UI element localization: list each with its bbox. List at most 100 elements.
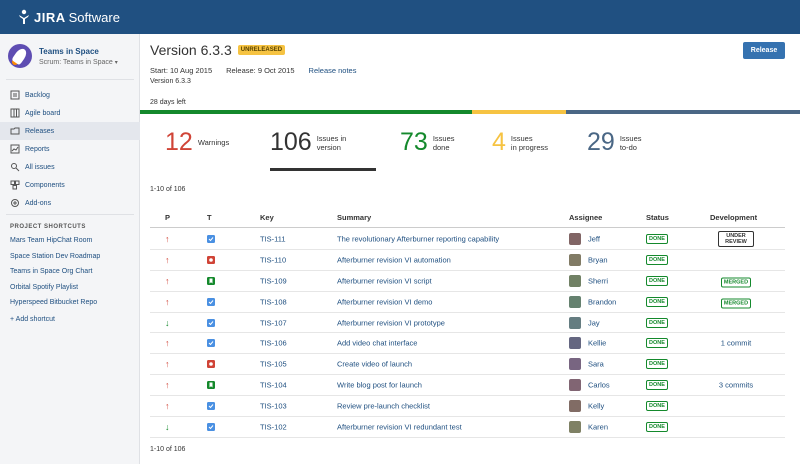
column-header-development[interactable]: Development (710, 213, 758, 222)
commit-count-link[interactable]: 3 commits (718, 380, 754, 390)
stat-warnings[interactable]: 12 Warnings (165, 128, 229, 157)
shortcut-link[interactable]: Mars Team HipChat Room (10, 237, 93, 244)
issue-key-link[interactable]: TIS-104 (260, 380, 287, 390)
status-badge: DONE (646, 275, 668, 286)
table-row[interactable]: ↓ TIS-107 Afterburner revision VI prototyp… (150, 313, 785, 334)
release-notes-link[interactable]: Release notes (308, 66, 357, 75)
stat-issues-todo[interactable]: 29 Issues to-do (587, 128, 642, 157)
sidebar-item-label: Backlog (25, 91, 50, 99)
project-avatar (8, 44, 32, 68)
issue-summary-link[interactable]: Create video of launch (337, 359, 413, 369)
shortcut-link[interactable]: Hyperspeed Bitbucket Repo (10, 299, 98, 306)
assignee-name[interactable]: Jay (588, 318, 600, 327)
development-cell[interactable]: MERGED (717, 297, 755, 309)
table-row[interactable]: ↑ TIS-108 Afterburner revision VI demo Bran… (150, 292, 785, 313)
release-button[interactable]: Release (743, 42, 785, 59)
table-row[interactable]: ↑ TIS-105 Create video of launch Sara DONE (150, 354, 785, 376)
sidebar-item-all-issues[interactable]: All issues (0, 158, 140, 176)
project-shortcuts: PROJECT SHORTCUTS Mars Team HipChat Room… (10, 224, 135, 323)
selected-stat-indicator (270, 168, 376, 171)
assignee-name[interactable]: Sherri (588, 276, 609, 286)
column-header-status[interactable]: Status (646, 213, 669, 222)
issue-key-link[interactable]: TIS-103 (260, 401, 287, 411)
issue-key-link[interactable]: TIS-111 (260, 234, 286, 244)
priority-up-icon: ↑ (165, 275, 170, 286)
shortcut-link[interactable]: Orbital Spotify Playlist (10, 283, 79, 291)
column-header-summary[interactable]: Summary (337, 213, 372, 222)
assignee-name[interactable]: Jeff (588, 234, 600, 244)
issue-key-link[interactable]: TIS-102 (260, 422, 287, 432)
progress-done-segment (140, 110, 472, 114)
issue-key-link[interactable]: TIS-106 (260, 338, 287, 348)
issue-key-link[interactable]: TIS-110 (260, 255, 287, 265)
shortcut-link[interactable]: Teams in Space Org Chart (10, 268, 93, 275)
issue-summary-link[interactable]: The revolutionary Afterburner reporting … (337, 234, 500, 244)
table-row[interactable]: ↓ TIS-102 Afterburner revision VI redundan… (150, 417, 785, 438)
priority-down-icon: ↓ (165, 421, 170, 432)
commit-count-link[interactable]: 1 commit (720, 338, 752, 348)
column-header-t[interactable]: T (207, 213, 212, 222)
sidebar-item-backlog[interactable]: Backlog (0, 86, 140, 104)
table-row[interactable]: ↑ TIS-104 Write blog post for launch Carlos… (150, 375, 785, 397)
assignee-name[interactable]: Karen (588, 422, 609, 432)
sidebar-item-agile-board[interactable]: Agile board (0, 104, 140, 122)
assignee-name[interactable]: Bryan (588, 255, 608, 265)
under-review-badge: UNDER REVIEW (718, 230, 754, 247)
assignee-name[interactable]: Sara (588, 359, 604, 369)
table-row[interactable]: ↑ TIS-110 Afterburner revision VI automati… (150, 250, 785, 271)
sidebar-item-releases[interactable]: Releases (0, 122, 140, 140)
assignee-name[interactable]: Kelly (588, 401, 605, 411)
table-row[interactable]: ↑ TIS-109 Afterburner revision VI script Sh… (150, 271, 785, 292)
stat-number: 4 (492, 128, 506, 156)
issue-summary-link[interactable]: Afterburner revision VI demo (337, 297, 433, 307)
assignee-name[interactable]: Brandon (588, 297, 617, 307)
bug-type-icon (207, 360, 215, 369)
development-cell[interactable]: MERGED (717, 276, 755, 288)
jira-logo[interactable]: JIRA Software (17, 8, 120, 26)
table-row[interactable]: ↑ TIS-103 Review pre-launch checklist Kelly… (150, 396, 785, 418)
column-header-p[interactable]: P (165, 213, 171, 222)
column-header-key[interactable]: Key (260, 213, 274, 222)
assignee-avatar (569, 337, 581, 350)
issue-key-link[interactable]: TIS-105 (260, 359, 287, 369)
assignee-avatar (569, 420, 581, 433)
issue-summary-link[interactable]: Afterburner revision VI automation (337, 255, 451, 265)
logo-software-text: Software (68, 9, 120, 25)
sidebar-item-reports[interactable]: Reports (0, 140, 140, 158)
issue-summary-link[interactable]: Afterburner revision VI script (337, 276, 432, 286)
stat-issues-in-version[interactable]: 106 Issues in version (270, 128, 346, 157)
sidebar: Teams in Space Scrum: Teams in Space ▾ B… (0, 34, 140, 464)
issue-key-link[interactable]: TIS-109 (260, 276, 287, 286)
table-row[interactable]: ↑ TIS-106 Add video chat interface Kellie DO… (150, 333, 785, 355)
assignee-name[interactable]: Carlos (588, 380, 610, 390)
board-selector[interactable]: Scrum: Teams in Space ▾ (39, 59, 118, 66)
issue-key-link[interactable]: TIS-108 (260, 297, 287, 307)
table-row[interactable]: ↑ TIS-111 The revolutionary Afterburner re… (150, 229, 785, 250)
issue-summary-link[interactable]: Add video chat interface (337, 338, 418, 348)
stat-issues-done[interactable]: 73 Issues done (400, 128, 455, 157)
stat-number: 29 (587, 128, 615, 156)
page-title-row: Version 6.3.3 UNRELEASED (150, 42, 286, 58)
issue-summary-link[interactable]: Afterburner revision VI redundant test (337, 422, 462, 432)
progress-todo-segment (566, 110, 800, 114)
stat-issues-in-progress[interactable]: 4 Issues in progress (492, 128, 548, 157)
shortcut-link[interactable]: Space Station Dev Roadmap (10, 252, 101, 260)
issue-summary-link[interactable]: Review pre-launch checklist (337, 401, 430, 411)
project-name[interactable]: Teams in Space (39, 46, 99, 56)
assignee-avatar (569, 253, 581, 266)
sidebar-item-add-ons[interactable]: Add-ons (0, 194, 140, 212)
project-header[interactable]: Teams in Space Scrum: Teams in Space ▾ (8, 44, 118, 68)
issue-summary-link[interactable]: Afterburner revision VI prototype (337, 318, 445, 327)
issue-summary-link[interactable]: Write blog post for launch (337, 380, 422, 390)
days-left: 28 days left (150, 99, 186, 106)
column-header-assignee[interactable]: Assignee (569, 213, 603, 222)
stat-label: Issues in progress (510, 133, 549, 152)
development-cell[interactable]: UNDER REVIEW (717, 230, 755, 247)
task-type-icon (207, 402, 215, 411)
issue-key-link[interactable]: TIS-107 (260, 318, 287, 327)
sidebar-item-components[interactable]: Components (0, 176, 140, 194)
priority-up-icon: ↑ (165, 233, 170, 244)
stat-number: 73 (400, 128, 428, 156)
add-shortcut-link[interactable]: + Add shortcut (10, 315, 55, 323)
assignee-name[interactable]: Kellie (588, 338, 607, 348)
